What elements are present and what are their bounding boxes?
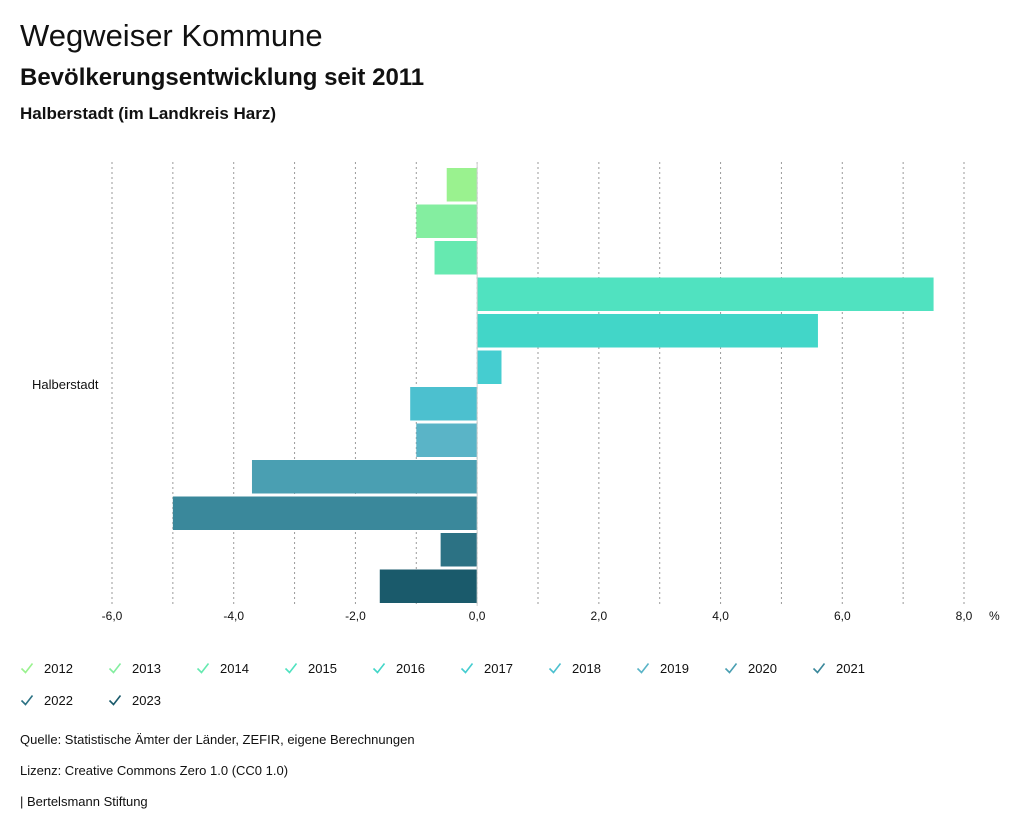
bar-2023 [379,569,478,603]
legend-item-2023[interactable]: 2023 [108,688,161,712]
legend-label: 2015 [308,660,337,676]
bar-2013 [416,204,478,238]
x-tick-label: 4,0 [712,609,729,623]
legend-item-2019[interactable]: 2019 [636,656,689,680]
legend-item-2022[interactable]: 2022 [20,688,73,712]
x-tick-label: 2,0 [591,609,608,623]
check-icon [812,663,826,674]
chart-subtitle: Bevölkerungsentwicklung seit 2011 [20,64,425,91]
x-tick-label: -6,0 [102,609,123,623]
legend-item-2012[interactable]: 2012 [20,656,73,680]
legend-label: 2013 [132,660,161,676]
bar-2021 [172,496,478,530]
check-icon [284,663,298,674]
legend-label: 2022 [44,692,73,708]
bar-2018 [410,387,478,421]
x-tick-label: -4,0 [223,609,244,623]
legend-label: 2020 [748,660,777,676]
legend-item-2020[interactable]: 2020 [724,656,777,680]
place-label: Halberstadt (im Landkreis Harz) [20,104,277,123]
check-icon [548,663,562,674]
x-unit-label: % [989,609,1000,623]
bar-2022 [440,533,478,567]
bar-chart: Halberstadt -6,0 -4,0 -2,0 0,0 2,0 4,0 6,0 8,0% [32,162,1000,623]
legend-label: 2017 [484,660,513,676]
legend-item-2013[interactable]: 2013 [108,656,161,680]
check-icon [460,663,474,674]
legend-label: 2016 [396,660,425,676]
publisher-note: | Bertelsmann Stiftung [20,794,148,809]
check-icon [20,695,34,706]
x-tick-label: -2,0 [345,609,366,623]
legend-label: 2012 [44,660,73,676]
chart-title: Wegweiser Kommune [20,18,323,53]
category-label: Halberstadt [32,377,99,392]
bar-2012 [446,168,478,202]
check-icon [108,663,122,674]
bar-2017 [477,350,502,384]
check-icon [636,663,650,674]
legend-label: 2019 [660,660,689,676]
bar-2016 [477,314,818,348]
legend-label: 2018 [572,660,601,676]
bar-2014 [434,241,478,275]
bar-2019 [416,423,478,457]
check-icon [372,663,386,674]
legend-item-2018[interactable]: 2018 [548,656,601,680]
bar-2015 [477,277,934,311]
source-note: Quelle: Statistische Ämter der Länder, Z… [20,732,415,747]
legend-item-2014[interactable]: 2014 [196,656,249,680]
check-icon [724,663,738,674]
legend-item-2021[interactable]: 2021 [812,656,865,680]
legend-item-2015[interactable]: 2015 [284,656,337,680]
x-tick-label: 0,0 [469,609,486,623]
check-icon [108,695,122,706]
legend-label: 2023 [132,692,161,708]
check-icon [196,663,210,674]
legend-item-2017[interactable]: 2017 [460,656,513,680]
bar-2020 [251,460,478,494]
check-icon [20,663,34,674]
license-note: Lizenz: Creative Commons Zero 1.0 (CC0 1… [20,763,289,778]
legend-item-2016[interactable]: 2016 [372,656,425,680]
x-tick-label: 8,0 [956,609,973,623]
legend-label: 2014 [220,660,249,676]
legend-label: 2021 [836,660,865,676]
x-tick-label: 6,0 [834,609,851,623]
